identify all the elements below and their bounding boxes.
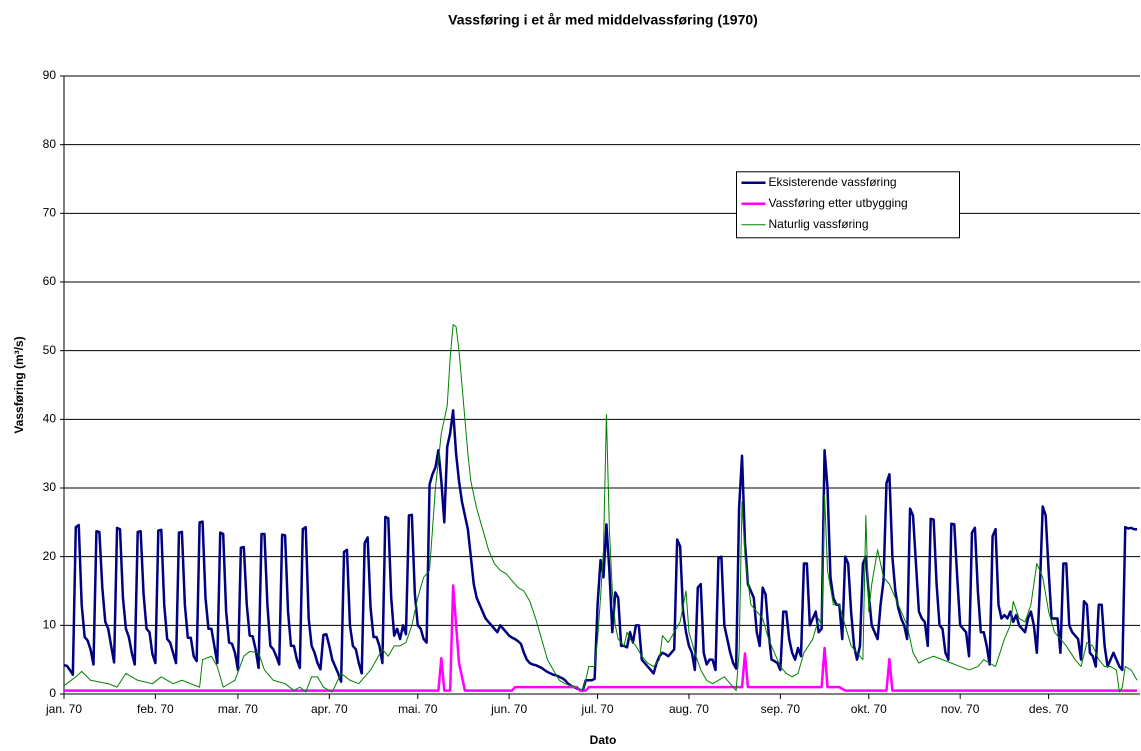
y-tick-label: 60 [43,274,57,288]
x-tick-label: jan. 70 [45,702,82,716]
y-tick-label: 80 [43,137,57,151]
legend-label: Eksisterende vassføring [769,175,897,189]
y-tick-label: 40 [43,412,57,426]
y-tick-label: 10 [43,618,57,632]
y-tick-label: 20 [43,549,57,563]
x-tick-label: mar. 70 [218,702,258,716]
legend-label: Vassføring etter utbygging [769,196,908,210]
y-tick-label: 30 [43,480,57,494]
legend-label: Naturlig vassføring [769,217,869,231]
x-axis-label: Dato [590,733,617,747]
y-tick-label: 50 [43,343,57,357]
x-tick-label: des. 70 [1029,702,1069,716]
x-tick-label: nov. 70 [941,702,980,716]
y-tick-label: 0 [49,686,56,700]
chart-title: Vassføring i et år med middelvassføring … [448,12,758,28]
data-line [64,584,1138,692]
legend-box [736,171,960,239]
x-tick-label: okt. 70 [851,702,887,716]
y-tick-label: 70 [43,206,57,220]
x-tick-label: sep. 70 [761,702,801,716]
x-tick-label: jul. 70 [581,702,614,716]
x-tick-label: feb. 70 [137,702,174,716]
x-tick-label: aug. 70 [669,702,709,716]
data-line [63,324,1138,693]
legend: Eksisterende vassføring Vassføring etter … [736,171,960,239]
y-tick-label: 90 [43,68,57,82]
data-line [63,409,1138,692]
x-tick-label: apr. 70 [311,702,348,716]
x-tick-label: mai. 70 [398,702,438,716]
y-axis-label: Vassføring (m³/s) [12,336,26,433]
x-tick-label: jun. 70 [490,702,527,716]
